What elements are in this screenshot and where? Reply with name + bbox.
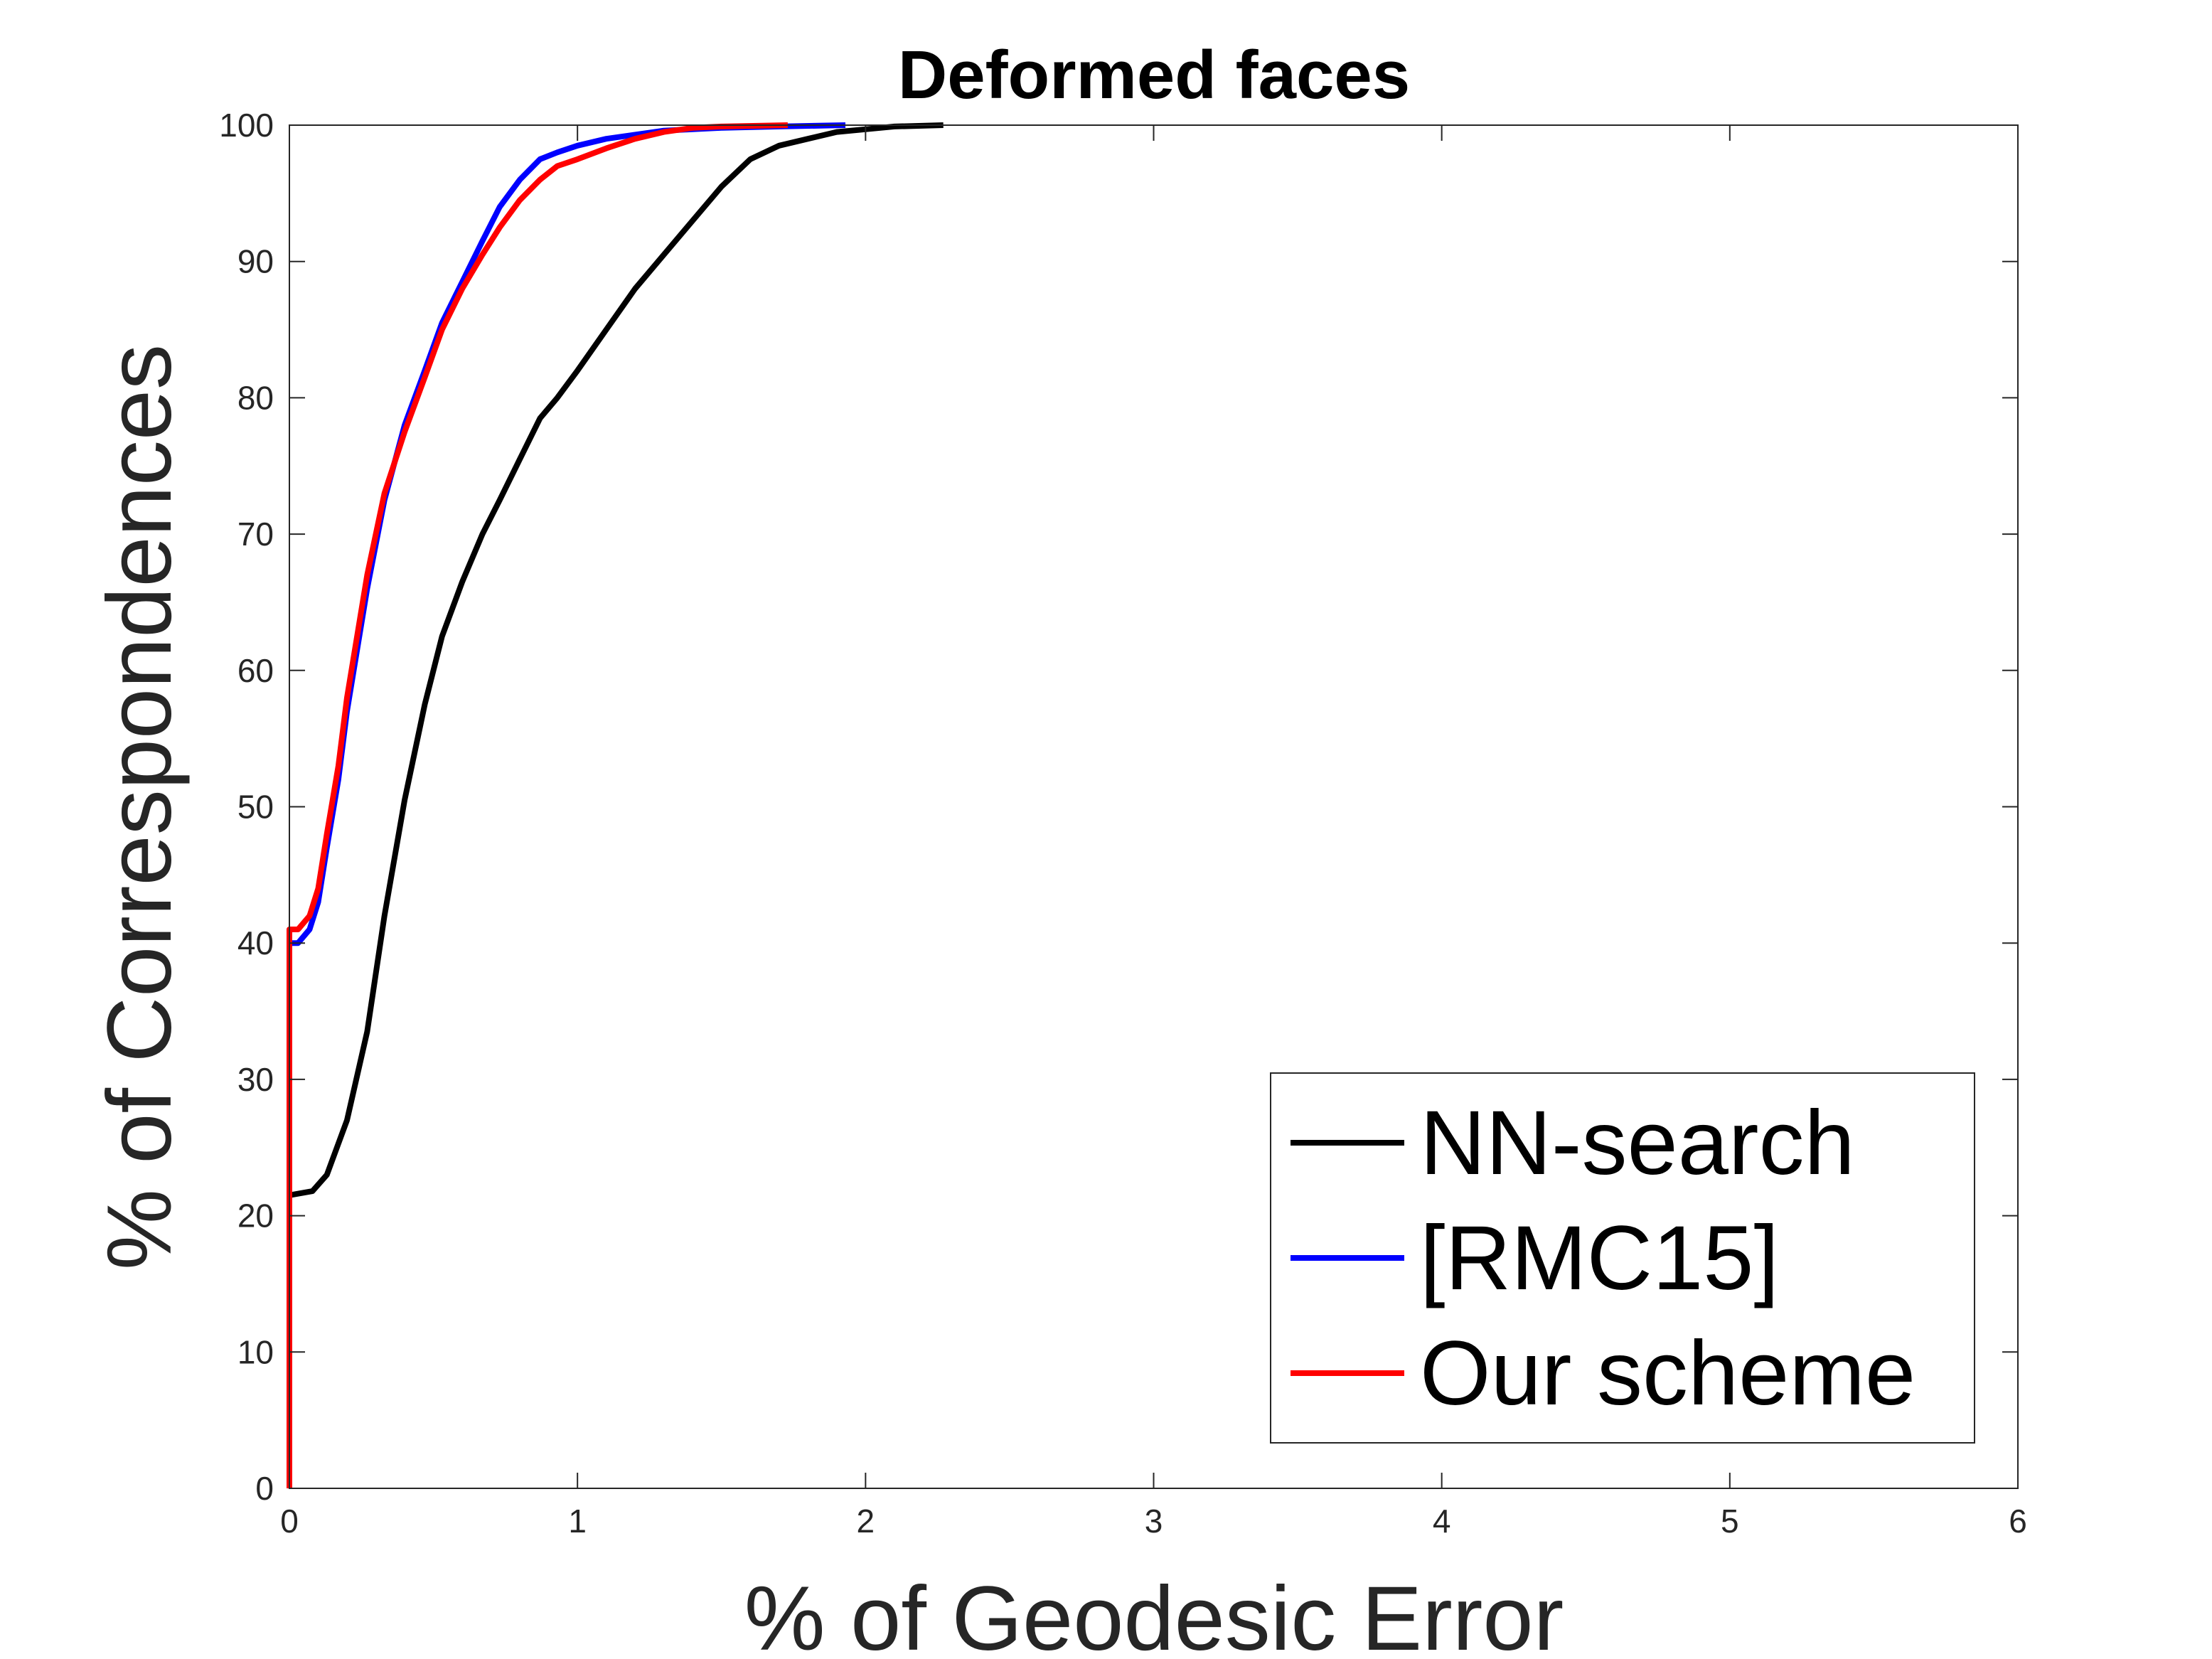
y-tick-label: 90: [237, 243, 274, 280]
x-tick-label: 4: [1433, 1503, 1451, 1540]
y-axis-label: % of Correspondences: [89, 344, 191, 1270]
x-tick-label: 6: [2009, 1503, 2027, 1540]
y-tick-label: 60: [237, 652, 274, 689]
x-tick-label: 5: [1721, 1503, 1739, 1540]
y-tick-label: 50: [237, 789, 274, 826]
chart-title: Deformed faces: [898, 37, 1410, 113]
x-tick-label: 1: [568, 1503, 587, 1540]
y-tick-label: 40: [237, 924, 274, 961]
y-tick-label: 70: [237, 516, 274, 553]
series-line-nn-search: [287, 122, 944, 1488]
x-tick-label: 0: [280, 1503, 299, 1540]
y-tick-label: 80: [237, 379, 274, 416]
y-tick-label: 100: [219, 107, 274, 144]
legend-label-our-scheme: Our scheme: [1420, 1323, 1916, 1424]
y-tick-label: 20: [237, 1197, 274, 1234]
plot-frame: [289, 124, 2019, 1489]
x-tick-label: 3: [1145, 1503, 1163, 1540]
y-tick-label: 0: [255, 1470, 274, 1507]
y-tick-label: 30: [237, 1061, 274, 1098]
y-tick-label: 10: [237, 1333, 274, 1370]
plot-area: [287, 122, 944, 1488]
series-line-our-scheme: [287, 122, 788, 1488]
legend: NN-search [RMC15] Our scheme: [1270, 1072, 1975, 1444]
x-tick-label: 2: [857, 1503, 875, 1540]
legend-label-rmc15: [RMC15]: [1420, 1207, 1779, 1309]
legend-label-nn-search: NN-search: [1420, 1092, 1855, 1194]
x-axis-label: % of Geodesic Error: [744, 1568, 1564, 1659]
